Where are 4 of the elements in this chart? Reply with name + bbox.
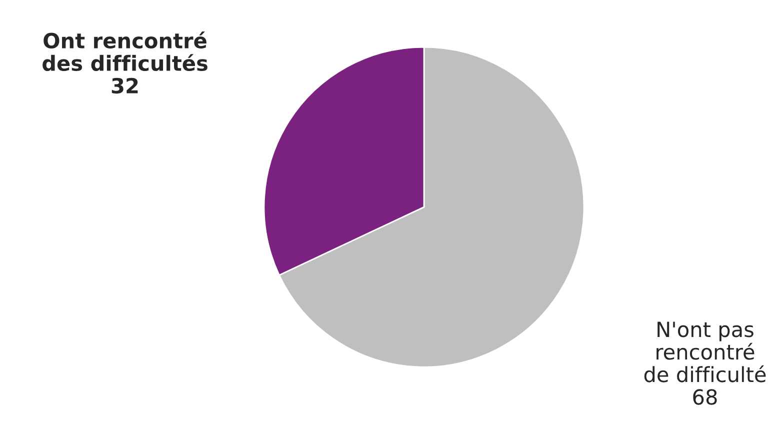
data-label: 68 (693, 389, 717, 405)
data-label: 32 (112, 78, 138, 94)
slice-label: N'ont pas rencontré de difficulté (644, 322, 766, 382)
slice-label: Ont rencontré des difficultés (42, 32, 208, 72)
